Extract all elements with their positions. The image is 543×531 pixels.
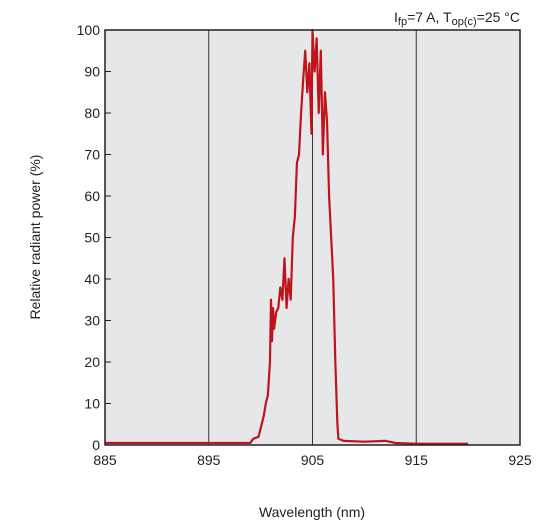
y-tick-label: 90 [84,64,100,80]
x-tick-label: 915 [405,452,429,468]
plot-frame [104,29,521,446]
annotation-part: =25 °C [477,9,520,25]
x-tick-label: 925 [508,452,532,468]
y-tick-label: 0 [92,437,100,453]
y-tick-label: 80 [84,105,100,121]
line-series [105,28,469,445]
y-tick-label: 70 [84,147,100,163]
y-tick-label: 50 [84,230,100,246]
annotation-part: I [394,9,398,25]
annotation-sub: op(c) [452,16,477,28]
y-tick-label: 40 [84,271,100,287]
x-tick-label: 895 [197,452,221,468]
y-tick-label: 60 [84,188,100,204]
annotation-sub: fp [398,16,407,28]
x-tick-label: 885 [93,452,117,468]
x-tick-label: 905 [301,452,325,468]
y-tick-label: 30 [84,313,100,329]
annotation-part: =7 A, T [407,9,452,25]
y-tick-label: 10 [84,396,100,412]
x-axis-label: Wavelength (nm) [259,504,365,520]
y-axis-label: Relative radiant power (%) [27,155,43,320]
y-tick-label: 100 [77,22,101,38]
y-tick-label: 20 [84,354,100,370]
annotation: Ifp=7 A, Top(c)=25 °C [394,9,520,28]
